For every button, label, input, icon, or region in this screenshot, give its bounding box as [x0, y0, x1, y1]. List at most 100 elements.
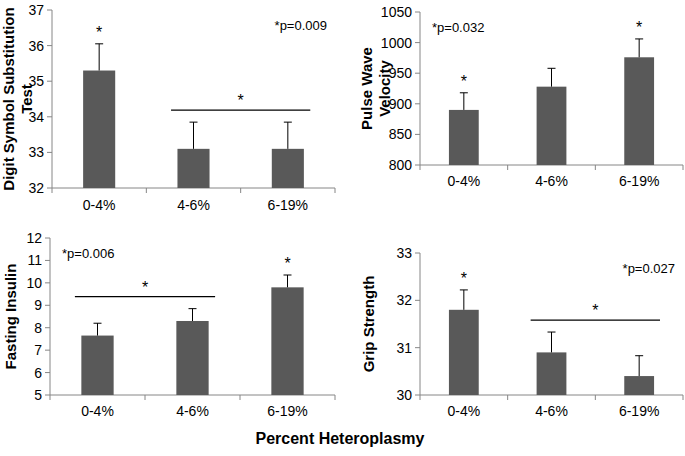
error-stem — [97, 323, 98, 335]
x-tick — [683, 165, 684, 170]
error-bar — [548, 332, 556, 352]
y-axis-label: Pulse WaveVelocity — [358, 47, 393, 130]
x-tick-label: 6-19% — [267, 403, 307, 419]
figure: 3233343536370-4%4-6%6-19%Digit Symbol Su… — [0, 0, 685, 456]
x-tick — [50, 395, 51, 400]
bar — [537, 87, 567, 165]
y-tick-label: 850 — [389, 126, 413, 142]
y-tick-label: 6 — [34, 365, 42, 381]
error-stem — [193, 122, 194, 149]
error-cap — [284, 122, 292, 123]
y-tick — [47, 152, 52, 153]
bar — [177, 149, 209, 188]
significance-line — [75, 296, 215, 297]
x-tick — [52, 188, 53, 193]
y-tick — [45, 260, 50, 261]
bar — [449, 310, 479, 395]
y-tick-label: 31 — [396, 340, 412, 356]
significance-label: * — [96, 24, 102, 41]
error-stem — [639, 39, 640, 57]
y-axis — [420, 12, 421, 165]
bar — [83, 71, 115, 188]
bar — [272, 149, 304, 188]
y-tick-label: 32 — [396, 292, 412, 308]
y-tick-label: 33 — [28, 144, 44, 160]
error-stem — [99, 44, 100, 71]
error-bar — [190, 122, 198, 149]
bar — [449, 110, 479, 165]
x-tick-label: 6-19% — [268, 197, 308, 213]
y-axis-label: Digit Symbol SubstitutionTest — [0, 7, 35, 190]
y-tick-label: 11 — [27, 252, 42, 268]
bar — [271, 287, 303, 395]
y-tick — [45, 372, 50, 373]
y-tick-label: 10 — [26, 275, 42, 291]
error-bar — [94, 323, 102, 335]
error-cap — [548, 68, 556, 69]
bar — [81, 336, 113, 395]
bar — [176, 321, 208, 395]
x-tick-label: 4-6% — [177, 197, 210, 213]
x-tick-label: 4-6% — [176, 403, 209, 419]
y-tick — [415, 165, 420, 166]
error-stem — [287, 275, 288, 287]
y-tick-label: 800 — [389, 157, 413, 173]
error-stem — [287, 122, 288, 149]
error-bar — [460, 290, 468, 310]
panel: 567891011120-4%4-6%6-19%Fasting Insulin*… — [2, 230, 335, 419]
y-tick — [415, 73, 420, 74]
x-tick — [595, 395, 596, 400]
error-cap — [189, 308, 197, 309]
y-tick-label: 8 — [34, 320, 42, 336]
error-bar — [284, 122, 292, 149]
y-axis-label-line: Digit Symbol Substitution — [0, 7, 17, 190]
y-tick — [415, 347, 420, 348]
y-axis — [52, 10, 53, 188]
y-tick — [47, 10, 52, 11]
y-tick — [45, 305, 50, 306]
bar — [537, 352, 567, 395]
x-tick — [595, 165, 596, 170]
error-cap — [635, 355, 643, 356]
error-bar — [548, 68, 556, 86]
x-tick — [240, 188, 241, 193]
significance-label: * — [142, 279, 148, 296]
y-tick — [45, 350, 50, 351]
y-tick — [45, 395, 50, 396]
error-cap — [460, 289, 468, 290]
significance-line — [531, 319, 660, 320]
x-tick-label: 0-4% — [81, 403, 114, 419]
error-stem — [551, 68, 552, 86]
error-cap — [284, 275, 292, 276]
marks — [81, 275, 303, 395]
y-tick — [45, 327, 50, 328]
x-tick — [507, 165, 508, 170]
y-tick — [47, 81, 52, 82]
bar — [624, 57, 654, 165]
significance-label: * — [461, 270, 467, 287]
y-tick-label: 32 — [28, 180, 44, 196]
x-tick-label: 4-6% — [535, 173, 568, 189]
x-tick — [507, 395, 508, 400]
y-tick — [47, 116, 52, 117]
y-tick-label: 1000 — [381, 35, 412, 51]
error-cap — [548, 332, 556, 333]
y-axis-label: Fasting Insulin — [2, 264, 19, 370]
y-tick-label: 5 — [34, 387, 42, 403]
significance-label: * — [238, 92, 244, 109]
error-bar — [460, 93, 468, 110]
error-stem — [463, 93, 464, 110]
marks — [449, 290, 654, 395]
significance-label: * — [284, 255, 290, 272]
x-tick — [145, 395, 146, 400]
y-tick-label: 33 — [396, 245, 412, 261]
x-tick-label: 6-19% — [619, 403, 659, 419]
error-cap — [460, 92, 468, 93]
y-tick — [45, 238, 50, 239]
significance-label: * — [636, 19, 642, 36]
x-tick-label: 0-4% — [83, 197, 116, 213]
significance-label: * — [461, 73, 467, 90]
y-tick — [415, 253, 420, 254]
error-cap — [94, 323, 102, 324]
error-stem — [463, 290, 464, 310]
